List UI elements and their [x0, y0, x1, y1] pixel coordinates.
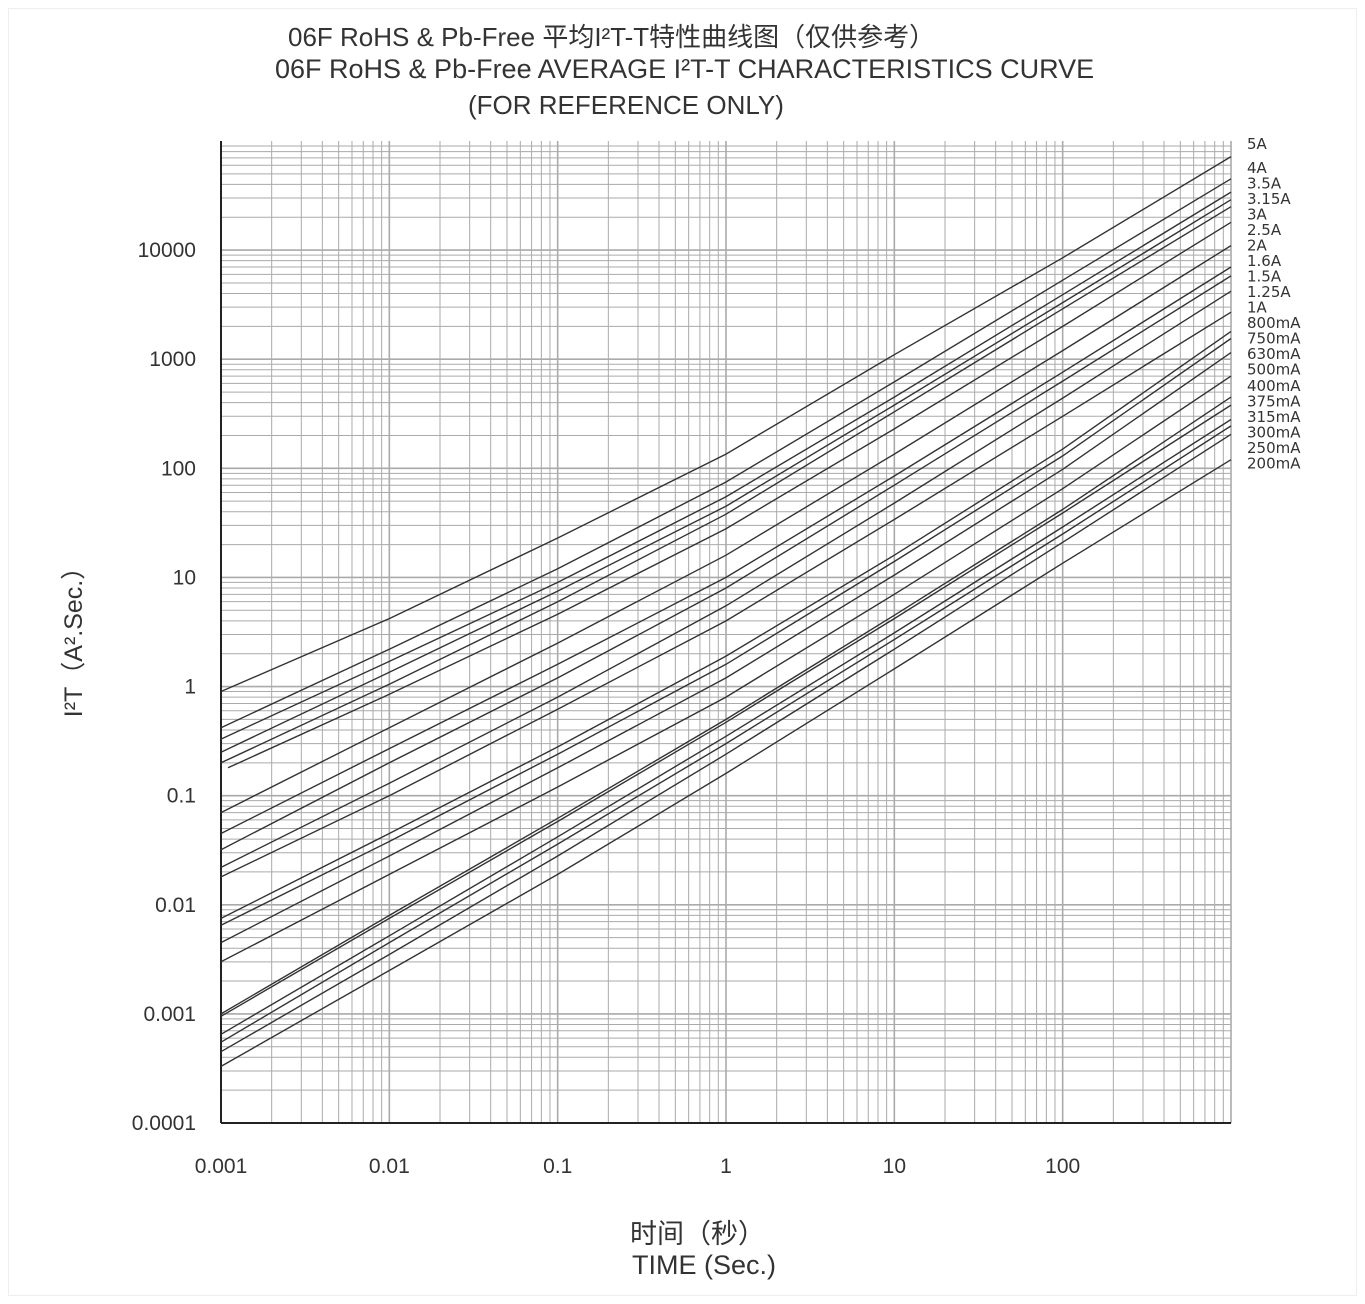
series-label: 1.25A [1247, 283, 1291, 301]
series-label: 3.5A [1247, 174, 1282, 192]
series-line [220, 275, 1232, 851]
series-label: 300mA [1247, 424, 1301, 442]
x-tick-label: 0.1 [543, 1155, 572, 1178]
series-line [220, 425, 1232, 1043]
y-tick-label: 0.001 [143, 1003, 196, 1026]
x-axis-title-zh: 时间（秒） [630, 1219, 765, 1249]
series-line [220, 206, 1232, 764]
series-line [220, 311, 1232, 878]
series-label: 800mA [1247, 314, 1301, 332]
series-label: 315mA [1247, 408, 1301, 426]
series-line [220, 178, 1232, 729]
y-tick-label: 0.01 [155, 894, 196, 917]
grid [220, 141, 1232, 1124]
series-line [220, 199, 1232, 753]
y-tick-label: 1 [184, 676, 196, 699]
series-line [220, 337, 1232, 926]
y-tick-label: 0.1 [167, 785, 196, 808]
y-tick-label: 0.0001 [132, 1112, 196, 1135]
series-line [227, 221, 1232, 769]
series-line [220, 330, 1232, 920]
y-tick-label: 10 [173, 566, 196, 589]
series-line [220, 375, 1232, 963]
series-label: 1.6A [1247, 252, 1282, 270]
series-label: 375mA [1247, 393, 1301, 411]
y-tick-label: 10000 [138, 239, 196, 262]
series-label: 750mA [1247, 329, 1301, 347]
series-line [220, 266, 1232, 835]
x-tick-label: 0.001 [195, 1155, 248, 1178]
y-tick-label: 1000 [149, 348, 196, 371]
curves [220, 156, 1232, 1068]
series-label: 1A [1247, 298, 1268, 316]
chart-subtitle: (FOR REFERENCE ONLY) [468, 90, 784, 120]
series-line [220, 245, 1232, 814]
series-label: 400mA [1247, 377, 1301, 395]
x-tick-label: 0.01 [369, 1155, 410, 1178]
series-line [220, 156, 1232, 693]
series-label: 1.5A [1247, 267, 1282, 285]
chart-title-en: 06F RoHS & Pb-Free AVERAGE I²T-T CHARACT… [275, 54, 1095, 84]
series-line [220, 404, 1232, 1017]
x-tick-label: 1 [720, 1155, 732, 1178]
axes [220, 141, 1231, 1124]
tick-labels: 0.001 0.01 0.1 1 10 100 0.0001 0.001 0.01 0.1 1 10 1… [132, 135, 1301, 1178]
chart-frame [8, 8, 1357, 1296]
series-label: 3A [1247, 205, 1268, 223]
series-label: 5A [1247, 135, 1268, 153]
x-axis-title-en: TIME (Sec.) [632, 1250, 777, 1280]
series-label: 630mA [1247, 345, 1301, 363]
series-label: 2A [1247, 236, 1268, 254]
y-tick-label: 100 [161, 457, 196, 480]
series-line [220, 459, 1232, 1068]
series-label: 3.15A [1247, 190, 1291, 208]
series-label: 200mA [1247, 455, 1301, 473]
series-label: 250mA [1247, 439, 1301, 457]
series-line [220, 418, 1232, 1035]
series-line [220, 290, 1232, 869]
series-line [220, 352, 1232, 944]
series-line [220, 191, 1232, 740]
x-tick-label: 100 [1045, 1155, 1080, 1178]
series-label: 4A [1247, 159, 1268, 177]
series-label: 500mA [1247, 360, 1301, 378]
series-label: 2.5A [1247, 221, 1282, 239]
series-line [220, 433, 1232, 1053]
x-tick-label: 10 [883, 1155, 906, 1178]
chart-title-zh: 06F RoHS & Pb-Free 平均I²T-T特性曲线图（仅供参考） [288, 22, 936, 52]
series-line [220, 396, 1232, 1015]
